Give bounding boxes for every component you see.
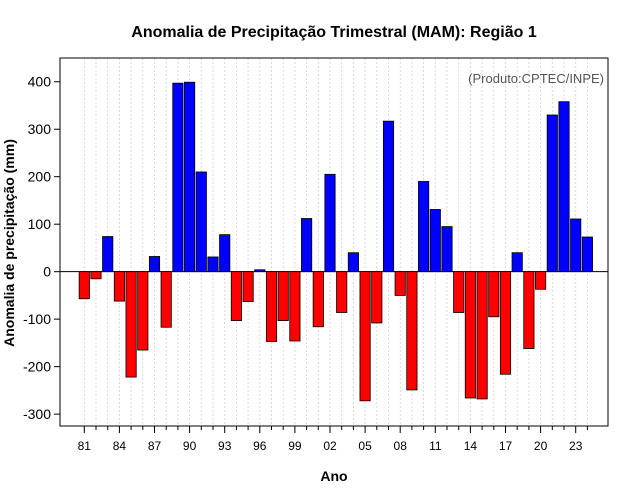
x-tick-label: 08 <box>394 439 408 453</box>
bar-1997 <box>265 271 278 342</box>
x-axis: 81 84 87 90 93 96 99 02 05 08 11 14 17 20 23 <box>78 426 588 453</box>
bar-1982 <box>90 271 102 280</box>
bar-1992 <box>207 256 219 273</box>
bar-1985 <box>125 271 137 378</box>
x-tick-label: 20 <box>534 439 548 453</box>
x-tick-label: 23 <box>569 439 583 453</box>
plot-frame <box>59 57 609 427</box>
bar-2013 <box>453 271 465 313</box>
bar-2010 <box>418 181 430 273</box>
y-tick-label: -100 <box>23 311 51 327</box>
y-tick-label: 300 <box>28 121 52 137</box>
bar-2019 <box>523 271 535 350</box>
x-tick-label: 96 <box>253 439 267 453</box>
x-tick-label: 84 <box>113 439 127 453</box>
y-tick-label: 100 <box>28 216 52 232</box>
gridlines <box>83 58 588 426</box>
bar-1984 <box>113 271 125 302</box>
bar-1995 <box>242 271 254 302</box>
bar-1998 <box>277 271 289 321</box>
bar-2006 <box>371 271 383 324</box>
bar-2024 <box>581 236 593 273</box>
x-tick-label: 11 <box>429 439 442 453</box>
bar-1989 <box>172 82 184 273</box>
y-tick-label: 200 <box>28 169 52 185</box>
bar-1987 <box>148 256 161 273</box>
bar-2022 <box>558 101 570 273</box>
bar-2011 <box>429 209 441 273</box>
bar-2007 <box>382 120 395 273</box>
bar-1990 <box>184 81 196 273</box>
x-tick-label: 99 <box>288 439 302 453</box>
bar-1994 <box>230 271 242 321</box>
bar-series <box>78 81 593 402</box>
product-credit: (Produto:CPTEC/INPE) <box>468 71 604 86</box>
bar-1999 <box>289 271 301 342</box>
x-tick-label: 17 <box>499 439 513 453</box>
bar-1993 <box>219 234 231 273</box>
bar-1988 <box>160 271 172 328</box>
x-tick-label: 81 <box>78 439 92 453</box>
y-tick-label: -300 <box>23 406 51 422</box>
x-tick-label: 05 <box>358 439 372 453</box>
x-tick-label: 90 <box>183 439 197 453</box>
bar-2015 <box>476 271 488 400</box>
bar-1981 <box>78 271 90 300</box>
y-axis-label: Anomalia de precipitação (mm) <box>1 139 17 347</box>
bar-2001 <box>312 271 324 328</box>
bar-2003 <box>336 271 348 313</box>
bar-2021 <box>546 114 558 273</box>
bar-2023 <box>570 218 582 273</box>
bar-2002 <box>324 173 336 273</box>
x-axis-label: Ano <box>320 468 347 484</box>
x-tick-label: 14 <box>464 439 478 453</box>
bar-2012 <box>441 226 453 273</box>
chart-title: Anomalia de Precipitação Trimestral (MAM… <box>131 24 537 41</box>
bar-2020 <box>535 271 547 290</box>
bar-2005 <box>359 271 371 402</box>
bar-1986 <box>137 271 149 351</box>
bar-1991 <box>195 171 207 273</box>
bar-2016 <box>488 271 500 318</box>
y-tick-label: -200 <box>23 359 51 375</box>
bar-2018 <box>511 252 523 273</box>
x-tick-label: 93 <box>218 439 232 453</box>
bar-2014 <box>464 271 476 399</box>
y-tick-label: 400 <box>28 74 52 90</box>
bar-2004 <box>347 252 359 273</box>
y-axis: -300 -200 -100 0 100 200 300 400 <box>23 74 60 422</box>
bar-1983 <box>102 236 114 273</box>
x-tick-label: 87 <box>148 439 162 453</box>
bar-2017 <box>499 271 512 375</box>
bar-2009 <box>406 271 418 391</box>
bar-2008 <box>394 271 406 296</box>
y-tick-label: 0 <box>43 264 51 280</box>
x-tick-label: 02 <box>323 439 337 453</box>
bar-2000 <box>301 218 313 273</box>
bar-1996 <box>254 269 266 273</box>
